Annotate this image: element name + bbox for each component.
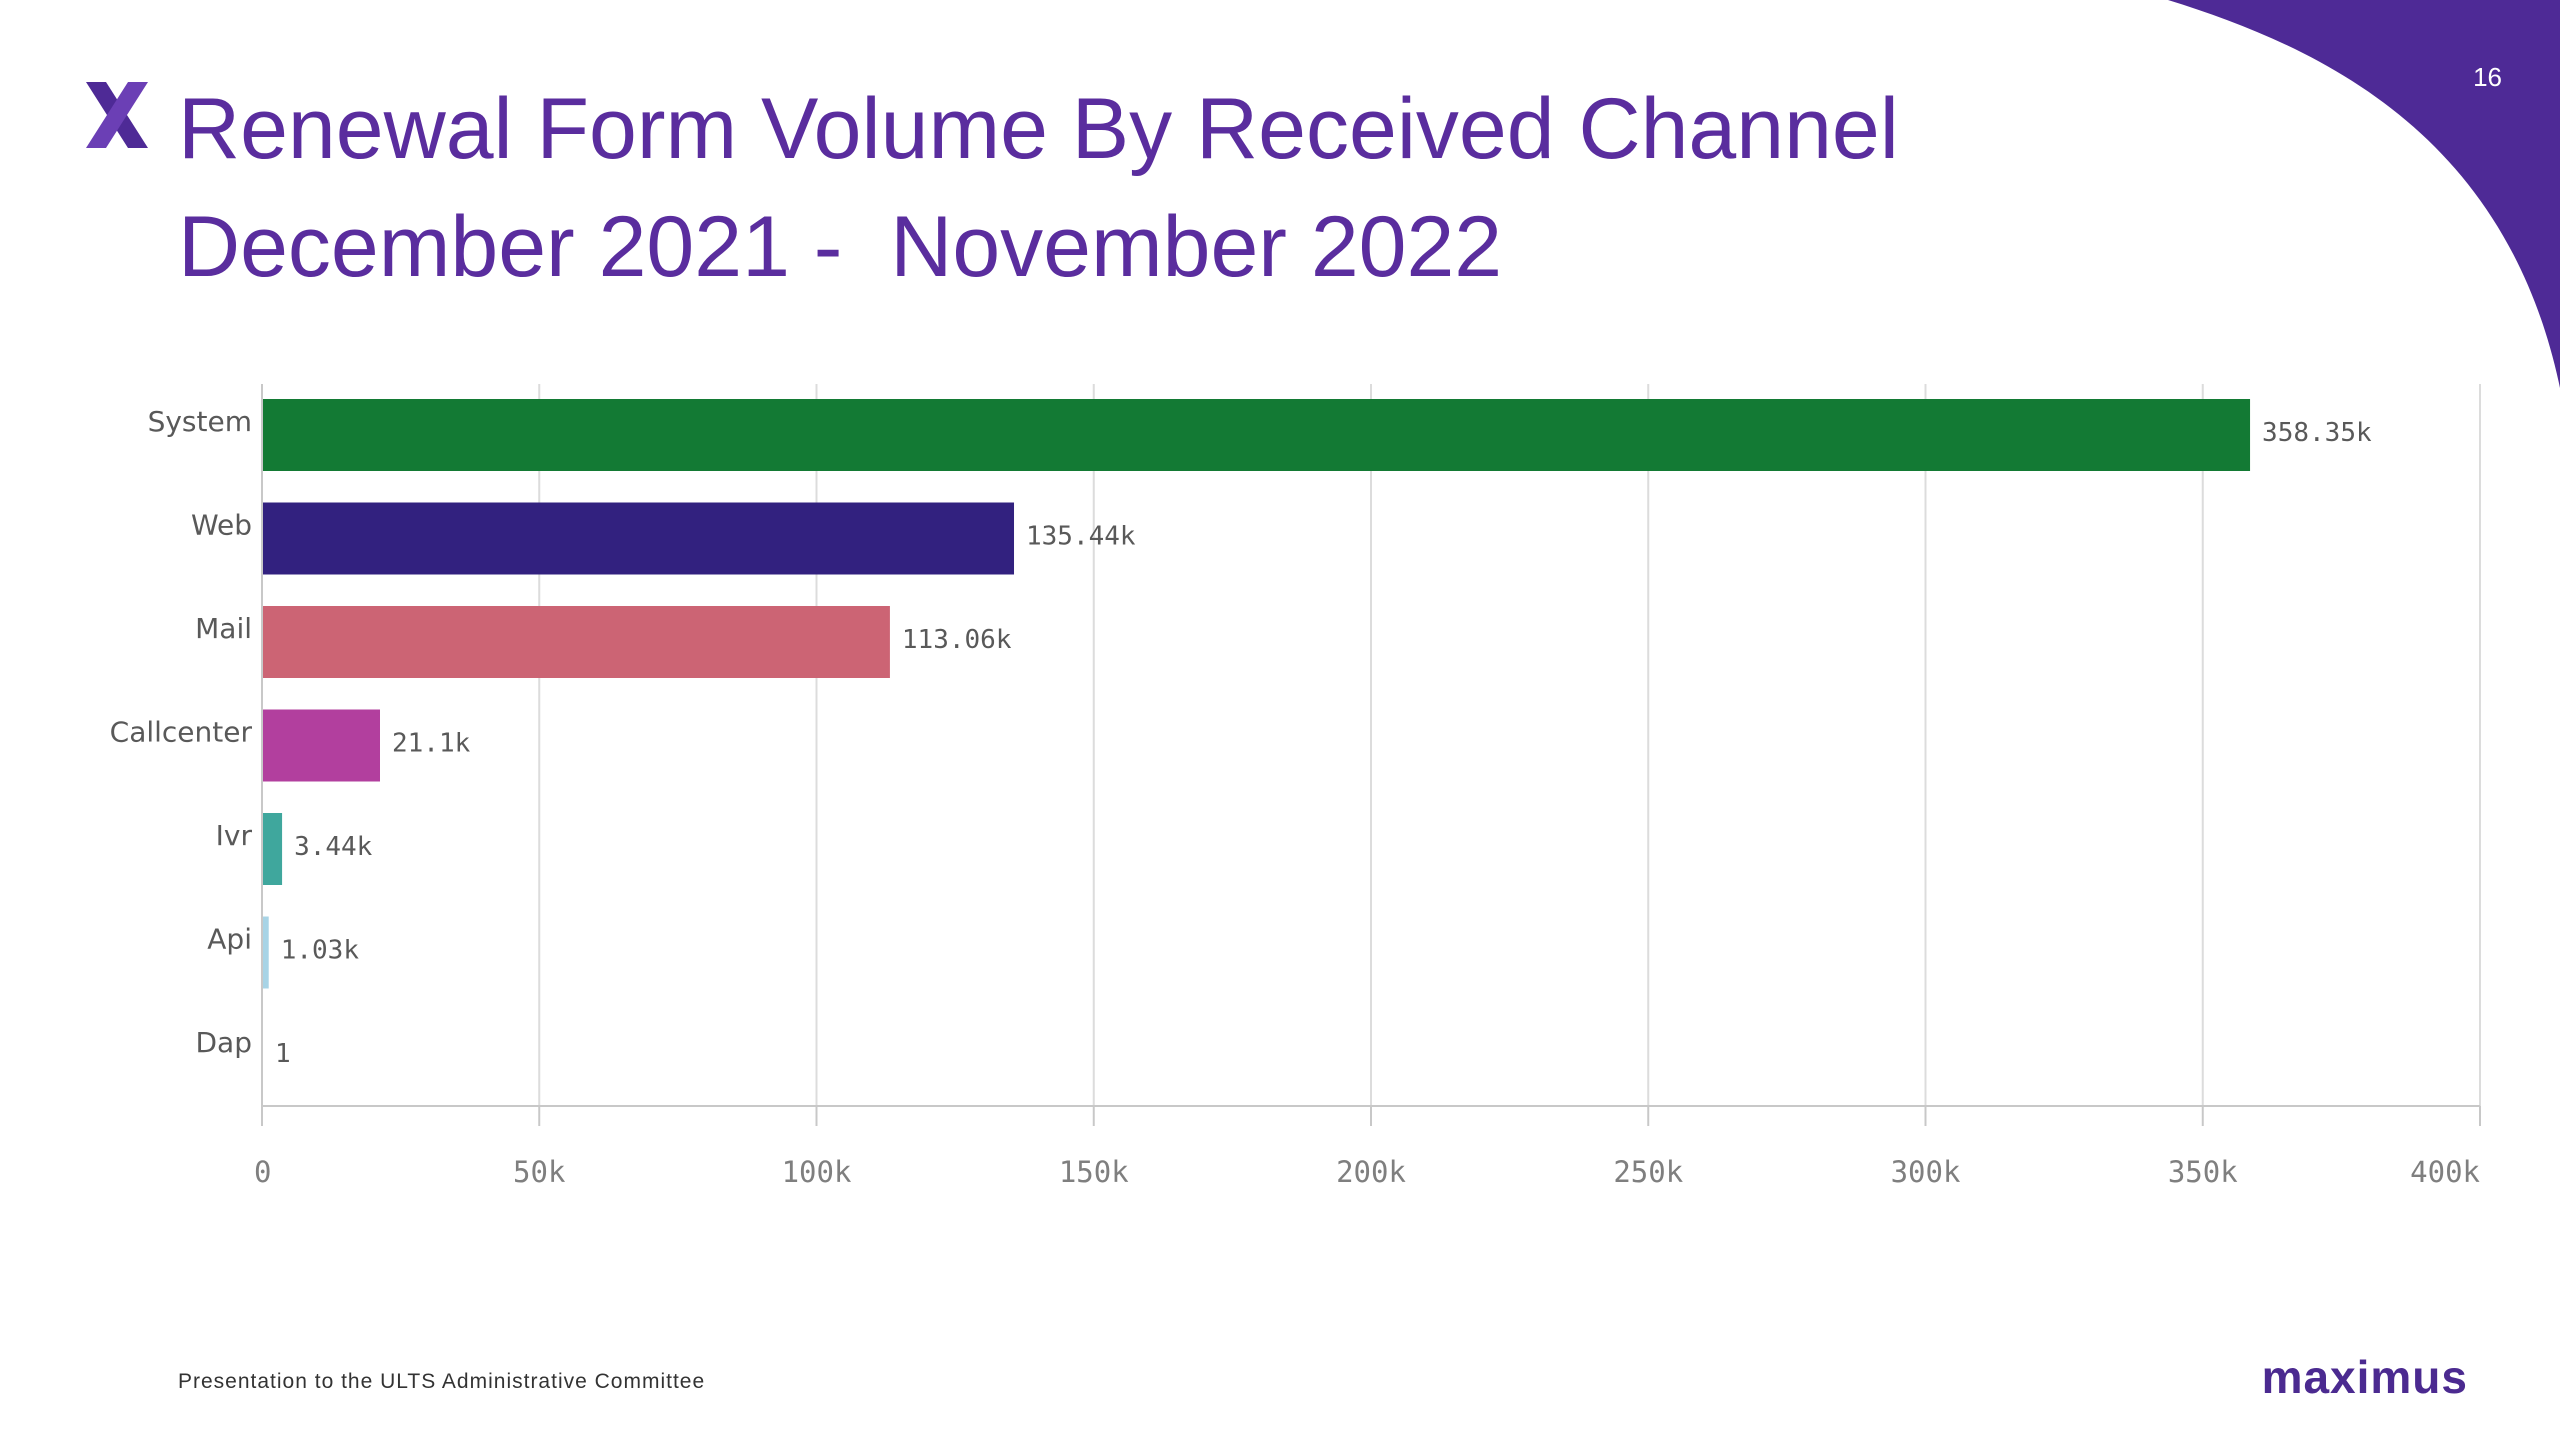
title-line-2: December 2021 - November 2022	[178, 199, 1503, 295]
corner-shape	[2168, 0, 2560, 388]
value-label-mail: 113.06k	[902, 625, 1012, 655]
category-label-system: System	[148, 405, 252, 438]
x-tick-label-0: 0	[254, 1155, 271, 1189]
bar-callcenter	[263, 709, 380, 782]
page-title: Renewal Form Volume By Received Channel …	[178, 70, 1899, 306]
value-label-web: 135.44k	[1026, 522, 1136, 552]
category-label-ivr: Ivr	[216, 819, 253, 852]
bar-mail	[263, 606, 890, 678]
x-tick-label-4: 200k	[1336, 1155, 1406, 1189]
title-line-1: Renewal Form Volume By Received Channel	[178, 81, 1899, 177]
x-tick-label-8: 400k	[2410, 1155, 2480, 1189]
value-label-api: 1.03k	[281, 936, 360, 966]
x-tick-label-3: 150k	[1059, 1155, 1129, 1189]
value-label-callcenter: 21.1k	[392, 729, 471, 759]
x-tick-label-7: 350k	[2168, 1155, 2238, 1189]
footer-text: Presentation to the ULTS Administrative …	[178, 1370, 706, 1393]
bar-web	[263, 502, 1015, 575]
value-label-dap: 1	[275, 1039, 291, 1069]
category-label-callcenter: Callcenter	[110, 716, 253, 749]
bar-ivr	[263, 813, 283, 885]
bar-system	[263, 399, 2251, 471]
value-label-system: 358.35k	[2262, 418, 2372, 448]
x-tick-label-2: 100k	[782, 1155, 852, 1189]
category-label-mail: Mail	[195, 612, 252, 645]
x-logo-stroke-2	[86, 82, 148, 148]
page-number: 16	[2473, 62, 2502, 92]
x-tick-label-5: 250k	[1613, 1155, 1683, 1189]
category-label-api: Api	[207, 923, 252, 956]
brand-logo: maximus	[2261, 1351, 2468, 1403]
x-logo-icon	[86, 82, 148, 148]
value-label-ivr: 3.44k	[294, 832, 373, 862]
x-tick-label-1: 50k	[513, 1155, 566, 1189]
category-label-dap: Dap	[196, 1026, 253, 1059]
bar-api	[263, 916, 269, 989]
x-tick-label-6: 300k	[1891, 1155, 1961, 1189]
category-label-web: Web	[191, 509, 252, 542]
